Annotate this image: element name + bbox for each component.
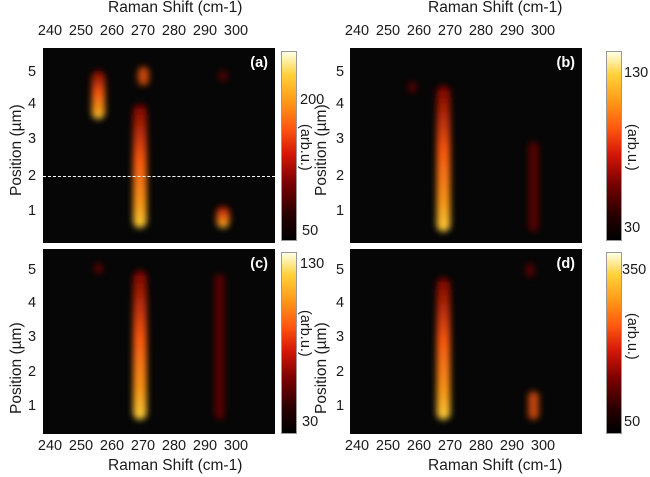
x-tick: 270 xyxy=(130,23,156,39)
colorbar-d xyxy=(606,252,622,434)
y-tick: 1 xyxy=(28,203,37,219)
y-tick: 2 xyxy=(28,364,37,380)
x-tick: 270 xyxy=(437,438,463,454)
colorbar-a-unit: (arb.u.) xyxy=(297,124,313,171)
heatmap-peak-a-1 xyxy=(91,70,106,120)
heatmap-panel-b: (b) xyxy=(350,48,582,243)
x-tick: 240 xyxy=(37,438,63,454)
y-tick: 4 xyxy=(336,96,345,112)
panel-b-svg xyxy=(407,81,539,232)
x-tick: 290 xyxy=(499,23,525,39)
colorbar-a xyxy=(281,51,297,241)
x-tick: 250 xyxy=(68,23,94,39)
heatmap-peak-b-2 xyxy=(407,81,418,93)
x-tick: 240 xyxy=(344,438,370,454)
x-tick: 290 xyxy=(499,438,525,454)
heatmap-peak-b-1 xyxy=(528,141,539,232)
top-x-axis-title-left: Raman Shift (cm-1) xyxy=(108,0,243,16)
heatmap-peak-a-4 xyxy=(218,70,228,82)
colorbar-a-max: 200 xyxy=(300,92,325,108)
x-tick: 250 xyxy=(375,23,401,39)
panel-c-svg xyxy=(93,263,225,420)
y-tick: 1 xyxy=(336,398,345,414)
x-tick: 300 xyxy=(223,23,249,39)
colorbar-b-unit: (arb.u.) xyxy=(624,124,640,171)
x-tick: 280 xyxy=(468,438,494,454)
colorbar-c xyxy=(281,252,297,434)
heatmap-peak-c-2 xyxy=(93,263,104,274)
panel-d-label: (d) xyxy=(556,256,575,272)
heatmap-peak-d-2 xyxy=(525,263,535,278)
dashed-line xyxy=(43,176,275,177)
y-tick: 3 xyxy=(28,329,37,345)
colorbar-b-min: 30 xyxy=(624,220,641,236)
y-tick: 5 xyxy=(336,64,345,80)
y-tick: 1 xyxy=(336,203,345,219)
colorbar-c-max: 130 xyxy=(300,256,325,272)
x-tick: 280 xyxy=(468,23,494,39)
panel-a-label: (a) xyxy=(250,55,268,71)
y-tick: 4 xyxy=(28,295,37,311)
heatmap-peak-d-1 xyxy=(528,391,539,420)
colorbar-b-max: 130 xyxy=(624,65,649,81)
heatmap-peak-a-3 xyxy=(216,205,230,228)
heatmap-panel-a: (a) xyxy=(43,48,275,243)
y-tick: 2 xyxy=(28,168,37,184)
heatmap-peak-c-0 xyxy=(133,270,147,420)
x-tick: 270 xyxy=(130,438,156,454)
panel-a-svg xyxy=(91,66,230,228)
y-tick: 5 xyxy=(28,262,37,278)
x-tick: 280 xyxy=(161,23,187,39)
panel-b-label: (b) xyxy=(556,55,575,71)
heatmap-panel-c: (c) xyxy=(43,249,275,434)
top-x-axis-title-right: Raman Shift (cm-1) xyxy=(428,0,563,16)
heatmap-peak-c-1 xyxy=(214,273,225,420)
y-tick: 4 xyxy=(336,295,345,311)
x-tick: 300 xyxy=(223,438,249,454)
y-tick: 5 xyxy=(336,262,345,278)
heatmap-peak-a-2 xyxy=(137,66,150,86)
y-tick: 2 xyxy=(336,168,345,184)
colorbar-d-max: 350 xyxy=(622,262,647,278)
x-tick: 280 xyxy=(161,438,187,454)
colorbar-a-min: 50 xyxy=(302,223,319,239)
y-tick: 2 xyxy=(336,364,345,380)
x-tick: 240 xyxy=(344,23,370,39)
x-tick: 290 xyxy=(192,23,218,39)
x-tick: 260 xyxy=(406,438,432,454)
x-tick: 260 xyxy=(99,23,125,39)
x-tick: 290 xyxy=(192,438,218,454)
y-tick: 5 xyxy=(28,64,37,80)
panel-d-svg xyxy=(436,263,539,420)
x-tick: 250 xyxy=(375,438,401,454)
x-tick: 270 xyxy=(437,23,463,39)
x-tick: 240 xyxy=(37,23,63,39)
y-tick: 4 xyxy=(28,96,37,112)
y-axis-title-top-right: Position (µm) xyxy=(313,104,330,196)
x-tick: 300 xyxy=(530,438,556,454)
bottom-x-axis-title-left: Raman Shift (cm-1) xyxy=(108,457,243,474)
y-tick: 3 xyxy=(336,329,345,345)
colorbar-d-min: 50 xyxy=(624,414,641,430)
heatmap-peak-d-0 xyxy=(436,277,451,420)
heatmap-peak-a-0 xyxy=(133,104,147,228)
x-tick: 300 xyxy=(530,23,556,39)
colorbar-d-unit: (arb.u.) xyxy=(624,313,640,360)
y-axis-title-bottom-left: Position (µm) xyxy=(8,322,25,414)
bottom-x-axis-title-right: Raman Shift (cm-1) xyxy=(428,457,563,474)
y-axis-title-bottom-right: Position (µm) xyxy=(313,322,330,414)
y-tick: 1 xyxy=(28,398,37,414)
colorbar-b xyxy=(606,51,622,241)
y-tick: 3 xyxy=(28,131,37,147)
y-axis-title-top-left: Position (µm) xyxy=(8,104,25,196)
colorbar-c-min: 30 xyxy=(302,414,319,430)
x-tick: 260 xyxy=(99,438,125,454)
y-tick: 3 xyxy=(336,131,345,147)
heatmap-panel-d: (d) xyxy=(350,249,582,434)
x-tick: 260 xyxy=(406,23,432,39)
heatmap-peak-b-0 xyxy=(436,85,451,232)
x-tick: 250 xyxy=(68,438,94,454)
colorbar-c-unit: (arb.u.) xyxy=(297,310,313,357)
panel-c-label: (c) xyxy=(250,256,268,272)
